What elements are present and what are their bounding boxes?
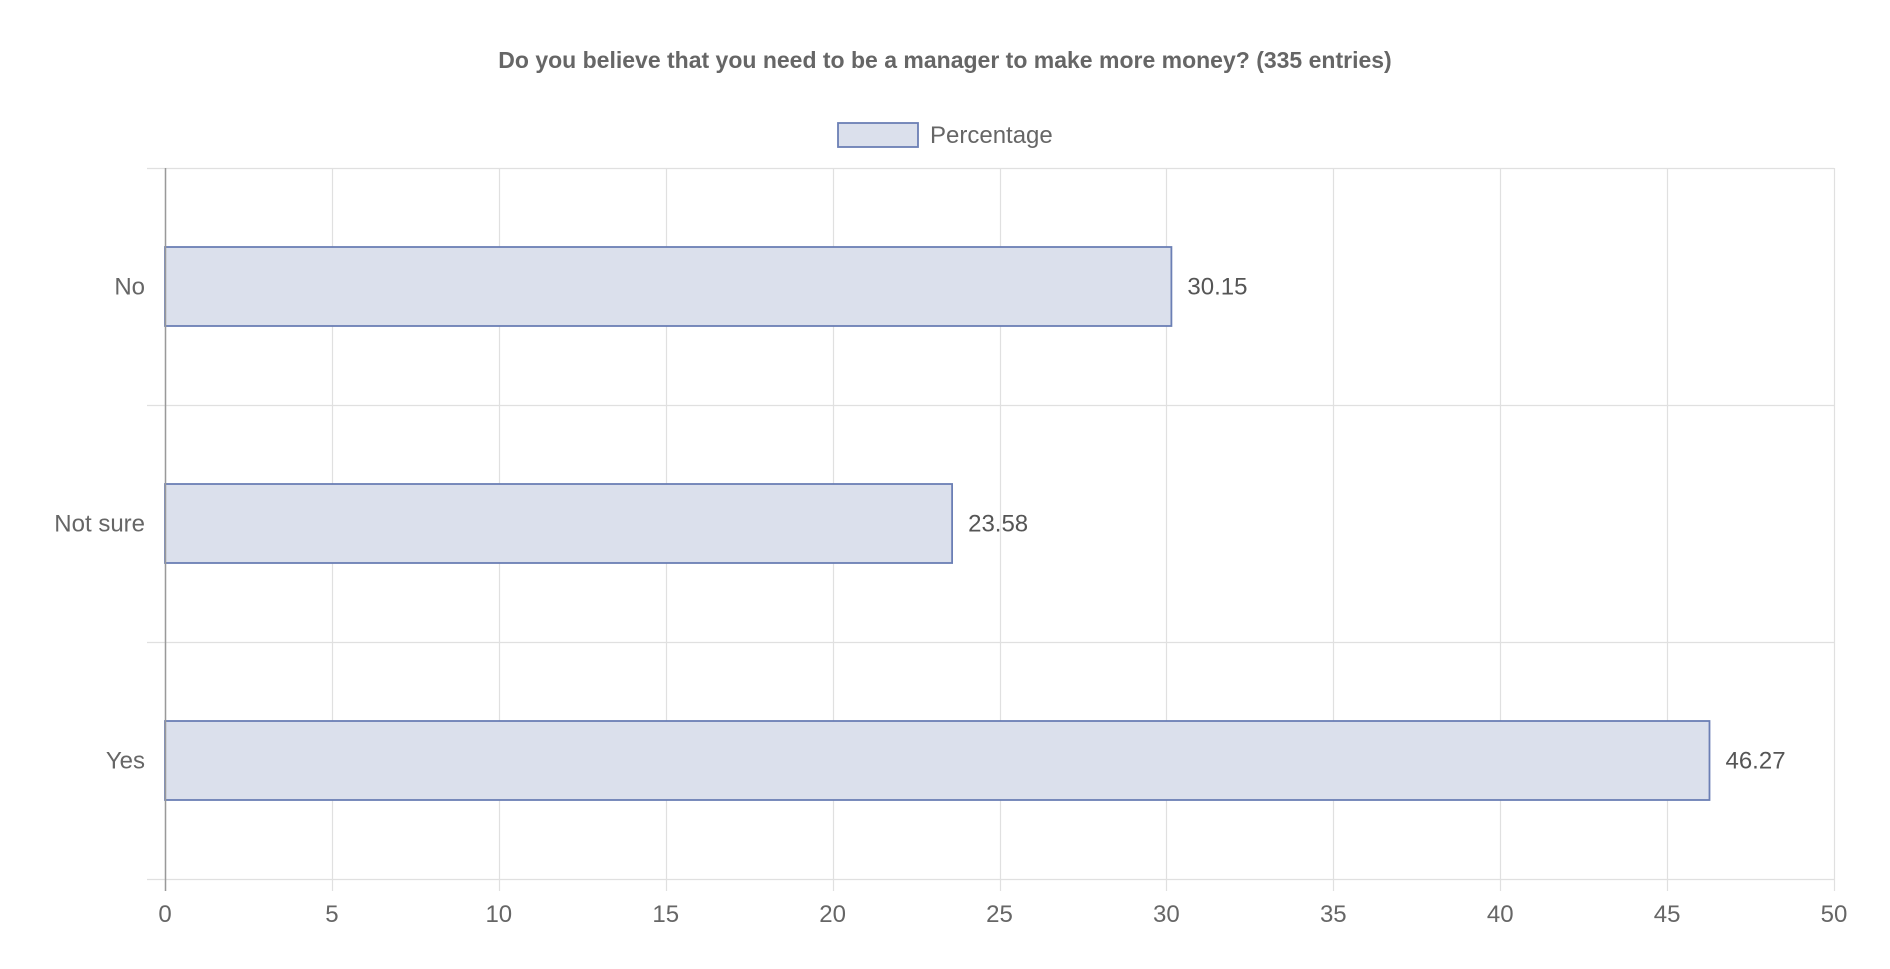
- data-label: 30.15: [1187, 274, 1247, 301]
- labels: 0 5 10 15 20 25 30 35 40 45 50 No 30.15 Not sure 23.58…: [54, 274, 1847, 929]
- x-tick-label: 35: [1320, 901, 1347, 928]
- x-tick-label: 40: [1487, 901, 1514, 928]
- bars: [164, 246, 1711, 801]
- legend-swatch[interactable]: [837, 122, 919, 148]
- x-tick-label: 5: [325, 901, 338, 928]
- y-tick-label: No: [114, 274, 145, 301]
- y-tick-label: Not sure: [54, 511, 145, 538]
- chart-title: Do you believe that you need to be a man…: [498, 47, 1391, 73]
- legend-label[interactable]: Percentage: [930, 122, 1053, 149]
- legend[interactable]: Percentage: [837, 122, 1053, 149]
- x-tick-label: 45: [1654, 901, 1681, 928]
- data-label: 23.58: [968, 511, 1028, 538]
- x-tick-label: 50: [1821, 901, 1848, 928]
- data-label: 46.27: [1725, 748, 1785, 775]
- x-tick-label: 15: [652, 901, 679, 928]
- bar-no[interactable]: [164, 246, 1173, 327]
- y-tick-label: Yes: [106, 748, 145, 775]
- x-tick-label: 0: [158, 901, 171, 928]
- x-tick-label: 25: [986, 901, 1013, 928]
- bar-yes[interactable]: [164, 720, 1711, 801]
- x-tick-label: 30: [1153, 901, 1180, 928]
- bar-not-sure[interactable]: [164, 483, 954, 564]
- x-tick-label: 20: [819, 901, 846, 928]
- x-tick-label: 10: [485, 901, 512, 928]
